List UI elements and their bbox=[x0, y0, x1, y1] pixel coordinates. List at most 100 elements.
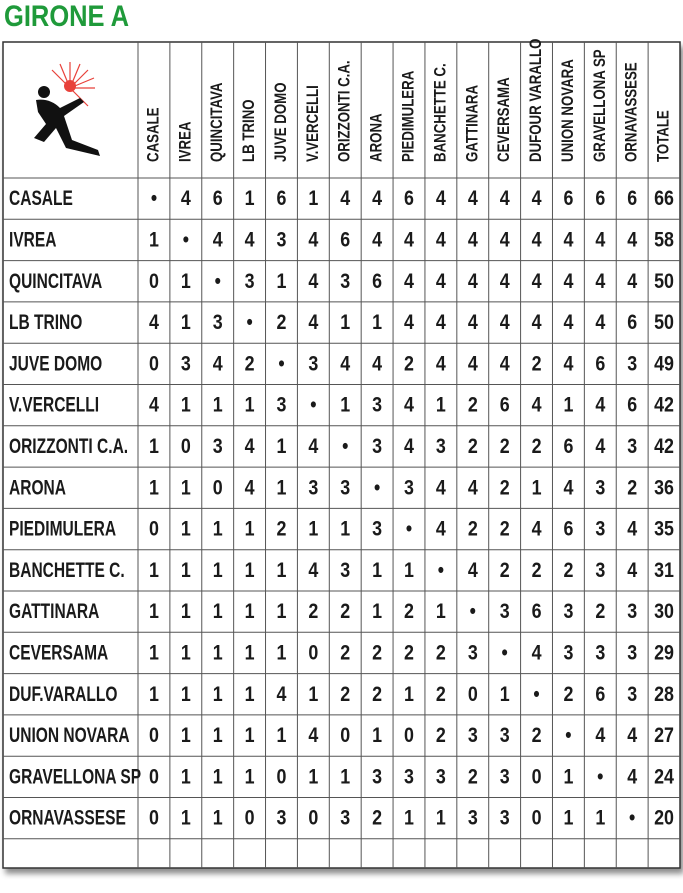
title-group: GIRONE A bbox=[4, 0, 129, 32]
score-cell: 1 bbox=[436, 600, 446, 624]
cell-group: 3 bbox=[595, 476, 605, 500]
cell-group: 1 bbox=[149, 476, 159, 500]
team-name: DUF.VARALLO bbox=[9, 681, 117, 705]
score-cell: 2 bbox=[436, 682, 446, 706]
cell-group: 66 bbox=[654, 187, 674, 211]
score-cell: 3 bbox=[372, 435, 382, 459]
cell-group: • bbox=[310, 393, 316, 417]
cell-group: 3 bbox=[436, 765, 446, 789]
score-cell: 1 bbox=[181, 559, 191, 583]
score-cell: 1 bbox=[149, 435, 159, 459]
score-cell: 4 bbox=[532, 269, 542, 293]
score-cell: 0 bbox=[404, 724, 414, 748]
cell-group: • bbox=[597, 765, 603, 789]
cell-group: 2 bbox=[627, 476, 637, 500]
cell-group: 1 bbox=[277, 724, 287, 748]
score-cell: 49 bbox=[654, 352, 674, 376]
score-cell: 0 bbox=[149, 724, 159, 748]
cell-group: 4 bbox=[404, 269, 414, 293]
cell-group: 4 bbox=[436, 269, 446, 293]
score-cell: 3 bbox=[340, 269, 350, 293]
score-cell: • bbox=[597, 765, 603, 789]
score-cell: 4 bbox=[308, 311, 318, 335]
score-cell: 3 bbox=[500, 600, 510, 624]
cell-group: 1 bbox=[181, 269, 191, 293]
cell-group: 1 bbox=[181, 517, 191, 541]
score-cell: 3 bbox=[277, 806, 287, 830]
score-cell: 28 bbox=[654, 682, 674, 706]
score-cell: 3 bbox=[277, 228, 287, 252]
cell-group: 4 bbox=[436, 476, 446, 500]
score-cell: 3 bbox=[627, 682, 637, 706]
score-cell: 4 bbox=[308, 228, 318, 252]
score-cell: 4 bbox=[340, 187, 350, 211]
score-cell: 4 bbox=[149, 311, 159, 335]
score-cell: 4 bbox=[595, 435, 605, 459]
cell-group: 3 bbox=[500, 765, 510, 789]
score-cell: 1 bbox=[245, 600, 255, 624]
score-cell: 6 bbox=[277, 187, 287, 211]
score-cell: 6 bbox=[372, 269, 382, 293]
cell-group: 0 bbox=[149, 765, 159, 789]
cell-group: 1 bbox=[245, 187, 255, 211]
cell-group: 1 bbox=[213, 517, 223, 541]
score-cell: 6 bbox=[595, 187, 605, 211]
score-cell: 1 bbox=[340, 393, 350, 417]
score-cell: • bbox=[310, 393, 316, 417]
cell-group: 4 bbox=[595, 393, 605, 417]
score-cell: 1 bbox=[277, 476, 287, 500]
cell-group: 4 bbox=[532, 187, 542, 211]
score-cell: 1 bbox=[245, 559, 255, 583]
cell-group: 2 bbox=[436, 724, 446, 748]
score-cell: • bbox=[629, 806, 635, 830]
cell-group: 2 bbox=[340, 682, 350, 706]
score-cell: 1 bbox=[245, 724, 255, 748]
cell-group: 3 bbox=[340, 476, 350, 500]
column-header-group: V.VERCELLI bbox=[303, 85, 322, 162]
cell-group: 0 bbox=[213, 476, 223, 500]
score-cell: 1 bbox=[308, 765, 318, 789]
cell-group: 4 bbox=[563, 476, 573, 500]
team-name-group: LB TRINO bbox=[9, 310, 82, 334]
cell-group: 0 bbox=[245, 806, 255, 830]
score-cell: 50 bbox=[654, 311, 674, 335]
score-cell: 30 bbox=[654, 600, 674, 624]
score-cell: 4 bbox=[500, 352, 510, 376]
score-cell: 2 bbox=[627, 476, 637, 500]
column-header: V.VERCELLI bbox=[303, 85, 322, 162]
score-cell: 1 bbox=[149, 559, 159, 583]
cell-group: 1 bbox=[245, 559, 255, 583]
score-cell: 1 bbox=[181, 724, 191, 748]
cell-group: 1 bbox=[277, 641, 287, 665]
score-cell: 1 bbox=[149, 641, 159, 665]
logo-icon bbox=[34, 62, 100, 156]
cell-group: 1 bbox=[436, 806, 446, 830]
team-name: GRAVELLONA SP bbox=[9, 764, 141, 788]
column-header: DUFOUR VARALLO bbox=[527, 38, 546, 162]
score-cell: 20 bbox=[654, 806, 674, 830]
cell-group: 2 bbox=[468, 517, 478, 541]
score-cell: 1 bbox=[213, 682, 223, 706]
cell-group: 6 bbox=[340, 228, 350, 252]
score-cell: 1 bbox=[308, 187, 318, 211]
cell-group: 2 bbox=[372, 682, 382, 706]
score-cell: 4 bbox=[532, 641, 542, 665]
column-header-group: DUFOUR VARALLO bbox=[527, 38, 546, 162]
cell-group: 4 bbox=[563, 352, 573, 376]
cell-group: 1 bbox=[149, 559, 159, 583]
cell-group: • bbox=[246, 311, 252, 335]
column-header: ARONA bbox=[367, 113, 386, 162]
score-cell: 1 bbox=[245, 393, 255, 417]
cell-group: 6 bbox=[277, 187, 287, 211]
score-cell: 4 bbox=[468, 311, 478, 335]
cell-group: 1 bbox=[340, 765, 350, 789]
score-cell: 1 bbox=[213, 600, 223, 624]
cell-group: 1 bbox=[245, 600, 255, 624]
cell-group: 3 bbox=[181, 352, 191, 376]
cell-group: 6 bbox=[563, 435, 573, 459]
score-cell: 4 bbox=[627, 228, 637, 252]
team-name: ORIZZONTI C.A. bbox=[9, 434, 128, 458]
score-cell: 4 bbox=[436, 311, 446, 335]
cell-group: 1 bbox=[213, 559, 223, 583]
cell-group: 2 bbox=[340, 641, 350, 665]
